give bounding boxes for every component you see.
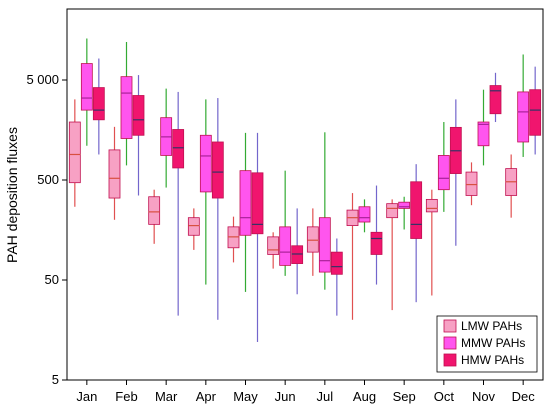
box-mmw-pahs-may bbox=[239, 132, 252, 292]
box-body bbox=[330, 251, 343, 275]
box-body bbox=[199, 134, 212, 193]
box-hmw-pahs-feb bbox=[132, 75, 145, 196]
x-tick-label: Jun bbox=[275, 389, 296, 404]
box-lmw-pahs-apr bbox=[187, 208, 200, 250]
box-hmw-pahs-apr bbox=[211, 98, 224, 320]
legend-label: HMW PAHs bbox=[461, 353, 524, 367]
box-hmw-pahs-jan bbox=[92, 58, 105, 155]
box-hmw-pahs-nov bbox=[489, 72, 502, 123]
box-body bbox=[92, 87, 105, 121]
x-tick-label: Jul bbox=[317, 389, 334, 404]
box-body bbox=[148, 196, 161, 225]
box-lmw-pahs-sep bbox=[386, 199, 399, 311]
x-axis: Jan Feb Mar Apr May Jun Jul Aug Sep Oct Nov Dec bbox=[76, 380, 535, 404]
box-lmw-pahs-dec bbox=[505, 154, 518, 218]
box-hmw-pahs-sep bbox=[410, 164, 423, 303]
box-body bbox=[437, 155, 450, 191]
x-tick-label: Apr bbox=[196, 389, 217, 404]
y-tick-label: 50 bbox=[45, 272, 59, 287]
box-body bbox=[425, 198, 438, 213]
y-tick-label: 500 bbox=[37, 172, 59, 187]
box-body bbox=[172, 129, 185, 169]
legend-label: LMW PAHs bbox=[461, 319, 522, 333]
legend-label: MMW PAHs bbox=[461, 336, 525, 350]
box-body bbox=[120, 76, 133, 139]
box-mmw-pahs-aug bbox=[358, 199, 371, 233]
box-lmw-pahs-oct bbox=[425, 189, 438, 296]
box-lmw-pahs-aug bbox=[346, 193, 359, 320]
box-body bbox=[251, 172, 264, 235]
box-body bbox=[239, 170, 252, 236]
box-lmw-pahs-jun bbox=[267, 232, 280, 269]
box-mmw-pahs-nov bbox=[477, 89, 490, 166]
box-mmw-pahs-mar bbox=[160, 88, 173, 188]
y-axis: 5 50 500 5 000 bbox=[26, 72, 67, 387]
box-mmw-pahs-oct bbox=[437, 122, 450, 212]
box-body bbox=[291, 245, 304, 264]
box-body bbox=[358, 206, 371, 223]
box-mmw-pahs-sep bbox=[398, 196, 411, 230]
x-tick-label: Dec bbox=[512, 389, 536, 404]
box-body bbox=[132, 95, 145, 136]
y-axis-label: PAH deposition fluxes bbox=[4, 127, 20, 263]
box-series-group bbox=[68, 38, 542, 342]
box-body bbox=[398, 201, 411, 209]
box-hmw-pahs-mar bbox=[172, 91, 185, 316]
x-tick-label: Mar bbox=[155, 389, 178, 404]
box-mmw-pahs-feb bbox=[120, 41, 133, 166]
box-hmw-pahs-jun bbox=[291, 208, 304, 295]
box-lmw-pahs-jul bbox=[306, 208, 319, 276]
box-hmw-pahs-dec bbox=[529, 66, 542, 155]
box-body bbox=[80, 63, 93, 111]
box-hmw-pahs-oct bbox=[449, 99, 462, 246]
box-mmw-pahs-jan bbox=[80, 38, 93, 146]
box-body bbox=[370, 231, 383, 255]
box-lmw-pahs-feb bbox=[108, 126, 121, 220]
box-body bbox=[529, 89, 542, 136]
box-body bbox=[279, 226, 292, 266]
legend-swatch bbox=[443, 353, 457, 367]
x-tick-label: Sep bbox=[393, 389, 416, 404]
box-body bbox=[267, 236, 280, 255]
box-mmw-pahs-jul bbox=[318, 132, 331, 290]
box-hmw-pahs-may bbox=[251, 132, 264, 342]
box-body bbox=[108, 149, 121, 199]
legend-swatch bbox=[443, 319, 457, 333]
box-hmw-pahs-aug bbox=[370, 185, 383, 285]
x-tick-label: Nov bbox=[472, 389, 496, 404]
box-body bbox=[489, 85, 502, 115]
box-body bbox=[477, 121, 490, 147]
legend: LMW PAHs MMW PAHs HMW PAHs bbox=[436, 315, 538, 373]
box-body bbox=[386, 203, 399, 219]
box-body bbox=[187, 217, 200, 236]
box-body bbox=[211, 141, 224, 199]
box-body bbox=[465, 171, 478, 196]
x-tick-label: May bbox=[233, 389, 258, 404]
box-lmw-pahs-jan bbox=[68, 99, 81, 207]
box-lmw-pahs-may bbox=[227, 216, 240, 263]
box-lmw-pahs-nov bbox=[465, 162, 478, 206]
box-body bbox=[306, 226, 319, 253]
y-tick-label: 5 bbox=[52, 372, 59, 387]
box-body bbox=[517, 91, 530, 143]
box-mmw-pahs-apr bbox=[199, 99, 212, 285]
plot-frame bbox=[66, 8, 544, 381]
x-tick-label: Oct bbox=[434, 389, 455, 404]
x-tick-label: Feb bbox=[115, 389, 137, 404]
y-tick-label: 5 000 bbox=[26, 72, 59, 87]
box-mmw-pahs-jun bbox=[279, 170, 292, 276]
box-body bbox=[318, 217, 331, 273]
box-lmw-pahs-mar bbox=[148, 189, 161, 244]
box-body bbox=[410, 181, 423, 239]
box-hmw-pahs-jul bbox=[330, 238, 343, 316]
x-tick-label: Aug bbox=[353, 389, 376, 404]
box-body bbox=[68, 121, 81, 184]
legend-swatch bbox=[443, 336, 457, 350]
x-tick-label: Jan bbox=[76, 389, 97, 404]
box-mmw-pahs-dec bbox=[517, 54, 530, 157]
